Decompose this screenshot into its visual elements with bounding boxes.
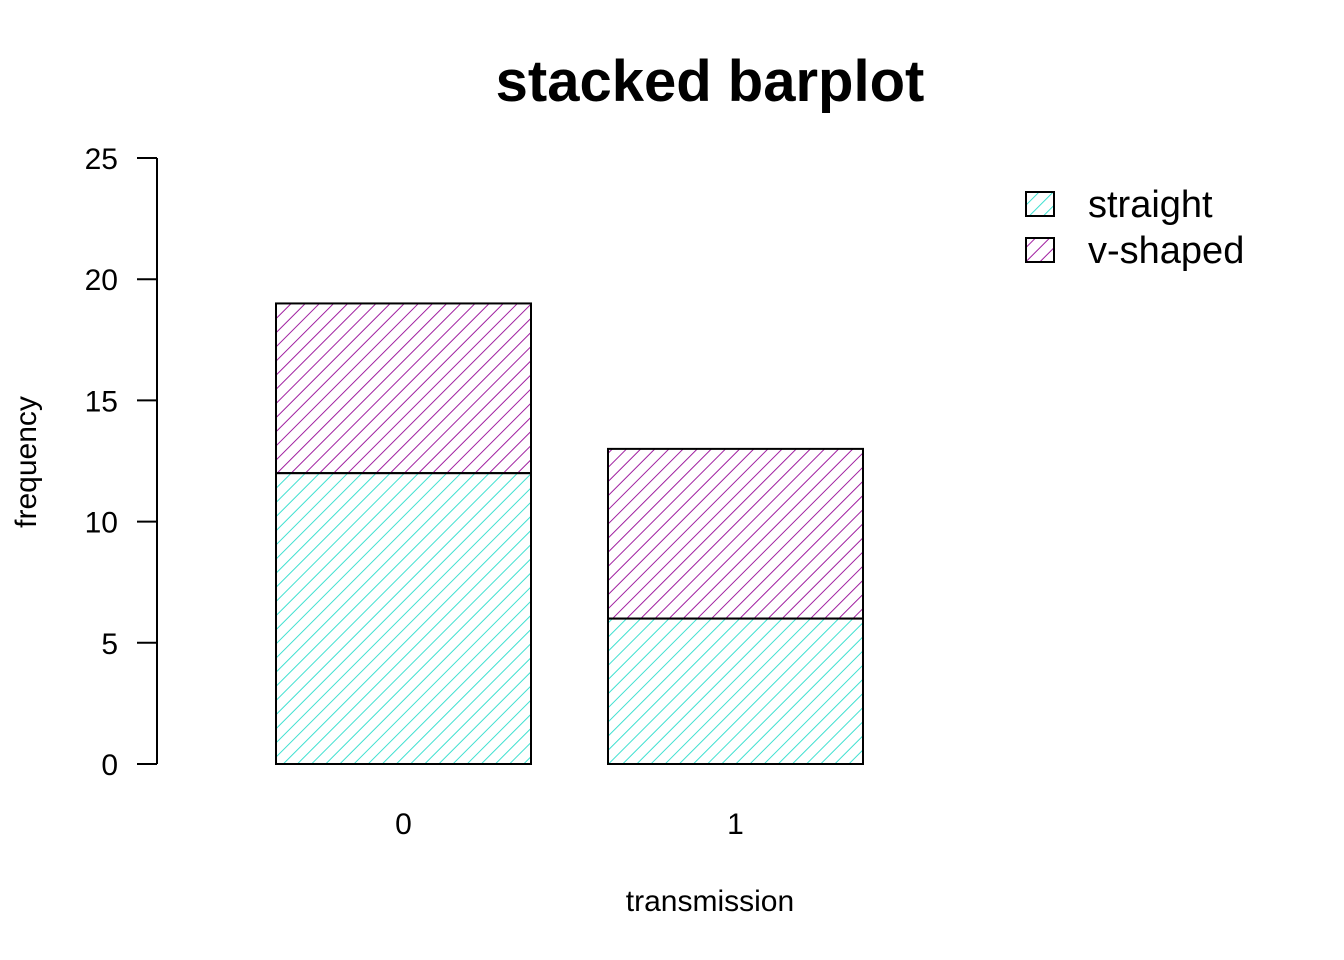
bar-segment-straight-1 — [608, 618, 863, 764]
y-axis: 0 5 10 15 20 25 — [85, 143, 158, 782]
chart-title: stacked barplot — [496, 49, 925, 114]
bar-outline-v-shaped-1 — [607, 447, 864, 620]
x-tick-label: 1 — [727, 808, 744, 841]
y-tick-label: 15 — [85, 385, 118, 418]
y-tick-label: 20 — [85, 264, 118, 297]
y-axis-label: frequency — [10, 396, 43, 528]
x-axis-label: transmission — [626, 885, 794, 918]
bars — [275, 302, 864, 765]
bar-outline-v-shaped-0 — [275, 302, 532, 475]
legend-label: straight — [1088, 184, 1213, 226]
legend-swatch-fill — [1026, 238, 1054, 262]
x-tick-label: 0 — [395, 808, 412, 841]
y-tick-label: 0 — [101, 749, 118, 782]
bar-segment-v-shaped-1 — [608, 448, 863, 619]
legend-swatch — [1025, 191, 1055, 217]
y-tick-label: 5 — [101, 628, 118, 661]
legend-swatch-fill — [1026, 192, 1054, 216]
legend-swatch — [1025, 237, 1055, 263]
bar-segment-straight-0 — [276, 473, 531, 764]
legend-label: v-shaped — [1088, 230, 1244, 272]
bar-segment-v-shaped-0 — [276, 303, 531, 474]
y-tick-label: 25 — [85, 143, 118, 176]
y-tick-label: 10 — [85, 507, 118, 540]
